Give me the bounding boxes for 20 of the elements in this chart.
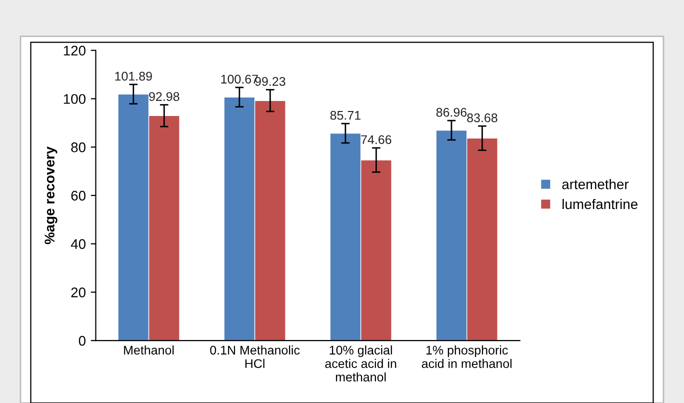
y-tick-label: 60 xyxy=(71,190,86,201)
y-tick-label: 100 xyxy=(64,94,86,104)
data-label: 92.98 xyxy=(149,92,180,101)
x-tick-label: 0.1N Methanolic HCl xyxy=(210,345,300,368)
x-tick-label: 10% glacial acetic acid in methanol xyxy=(325,345,396,382)
data-label: 101.89 xyxy=(115,72,152,81)
y-tick-label: 120 xyxy=(64,46,86,56)
y-tick-label: 0 xyxy=(78,336,86,346)
y-tick-label: 40 xyxy=(70,239,86,249)
y-tick-label: 20 xyxy=(71,288,86,298)
y-tick-label: 80 xyxy=(71,142,86,152)
data-label: 74.66 xyxy=(361,135,392,144)
data-label: 85.71 xyxy=(330,110,360,120)
x-tick-label: 1% phosphoric acid in methanol xyxy=(422,345,512,368)
legend-label: artemether xyxy=(562,179,629,190)
data-label: 83.68 xyxy=(467,113,498,122)
x-tick-label: Methanol xyxy=(124,345,174,355)
y-axis-title: %age recovery xyxy=(44,146,58,244)
legend-label: lumefantrine xyxy=(562,198,638,210)
data-label: 86.96 xyxy=(436,108,467,117)
